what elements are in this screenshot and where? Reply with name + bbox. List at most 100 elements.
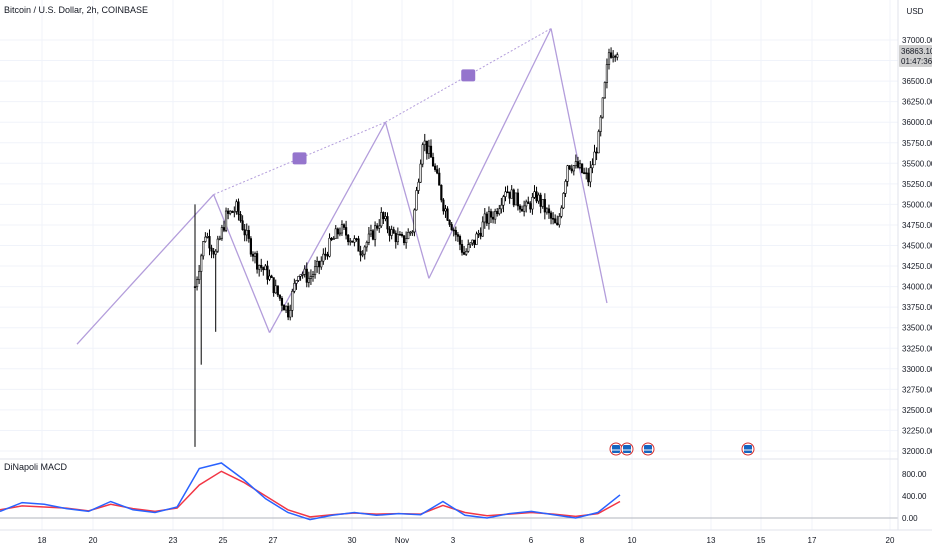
us-flag-icon[interactable] — [620, 442, 634, 456]
candle-body — [392, 229, 395, 234]
currency-button-bg[interactable] — [899, 0, 932, 22]
time-axis[interactable]: 18 20 23 25 27 30 Nov 3 6 8 10 13 15 17 20 — [38, 536, 895, 545]
candle-body — [520, 208, 524, 212]
currency-button[interactable]: USD — [907, 7, 924, 16]
us-flag-icon[interactable] — [741, 442, 755, 456]
candle-body — [243, 229, 246, 236]
candle-body — [516, 192, 520, 207]
candle-body — [568, 165, 571, 170]
pattern-label-badges[interactable] — [292, 69, 476, 165]
time-tick-label: 17 — [808, 536, 817, 545]
candle-body — [336, 228, 339, 235]
time-tick-label: 18 — [38, 536, 47, 545]
candle-body — [419, 163, 422, 183]
candle-body — [342, 224, 346, 228]
candle-body — [222, 227, 226, 231]
candle-body — [473, 239, 476, 245]
candle-body — [345, 227, 348, 236]
candle-body — [481, 221, 484, 237]
us-flag-icon[interactable] — [609, 442, 623, 456]
bar-countdown: 01:47:36 — [901, 57, 932, 66]
candle-body — [411, 231, 414, 234]
candle-body — [537, 194, 540, 202]
candle-body — [276, 285, 279, 296]
candle-body — [405, 238, 408, 244]
candle-body — [216, 238, 219, 252]
candle-body — [322, 253, 325, 262]
candle-body — [264, 265, 267, 271]
candle-body — [361, 253, 364, 256]
candle-body — [612, 55, 615, 58]
economic-event-icons[interactable] — [609, 442, 755, 456]
pattern-leg[interactable] — [268, 121, 387, 333]
candle-body — [365, 242, 368, 248]
candle-body — [272, 277, 275, 294]
time-tick-label: 25 — [219, 536, 228, 545]
pattern-leg[interactable] — [213, 194, 271, 333]
candle-body — [357, 238, 360, 252]
pattern-leg[interactable] — [428, 28, 552, 279]
candle-body — [260, 264, 263, 268]
candlestick-series — [193, 47, 619, 447]
candle-body — [614, 55, 617, 58]
time-tick-label: 20 — [89, 536, 98, 545]
pattern-badge[interactable] — [461, 69, 476, 82]
candle-body — [195, 279, 199, 288]
price-tick-label: 36250.00 — [902, 98, 932, 107]
candle-body — [255, 253, 259, 270]
candle-body — [471, 239, 474, 244]
candle-body — [266, 265, 269, 280]
candle-body — [334, 228, 337, 239]
candle-body — [543, 199, 546, 213]
candle-body — [227, 210, 230, 214]
time-tick-label: 6 — [529, 536, 534, 545]
time-tick-label: 8 — [580, 536, 585, 545]
candle-body — [425, 140, 428, 154]
time-tick-label: 13 — [707, 536, 716, 545]
candle-body — [512, 189, 515, 206]
pattern-leg[interactable] — [384, 122, 430, 279]
macd-tick-label: 800.00 — [902, 470, 927, 479]
price-tick-label: 32500.00 — [902, 406, 932, 415]
time-tick-label: 15 — [757, 536, 766, 545]
pattern-badge[interactable] — [292, 152, 307, 165]
candle-body — [384, 216, 387, 220]
macd-pane[interactable] — [0, 462, 898, 521]
harmonic-pattern-drawing[interactable] — [76, 28, 608, 345]
candle-body — [373, 225, 377, 240]
candle-body — [380, 212, 383, 227]
candle-body — [421, 144, 424, 165]
candle-body — [398, 234, 402, 236]
macd-indicator-label[interactable]: DiNapoli MACD — [4, 462, 68, 472]
candle-body — [214, 250, 217, 255]
pattern-leg[interactable] — [76, 194, 215, 345]
candle-body — [367, 233, 370, 243]
macd-axis[interactable]: 800.00 400.00 0.00 — [902, 470, 927, 523]
price-axis[interactable]: 37000.0036750.0036500.0036250.0036000.00… — [902, 36, 932, 456]
candle-body — [376, 225, 379, 229]
us-flag-icon[interactable] — [641, 442, 655, 456]
candle-body — [529, 203, 532, 210]
time-tick-label: 20 — [886, 536, 895, 545]
candle-body — [452, 229, 455, 232]
candle-body — [514, 192, 517, 206]
candle-body — [450, 224, 453, 231]
candle-body — [328, 237, 331, 257]
candle-body — [434, 165, 437, 170]
candle-body — [318, 260, 321, 268]
candle-body — [233, 211, 236, 213]
candle-body — [523, 205, 526, 212]
candle-body — [305, 268, 308, 283]
candle-body — [340, 224, 344, 234]
candle-body — [274, 285, 277, 294]
price-tick-label: 34000.00 — [902, 283, 932, 292]
candle-body — [545, 208, 548, 213]
symbol-title[interactable]: Bitcoin / U.S. Dollar, 2h, COINBASE — [4, 5, 148, 15]
candle-body — [224, 210, 228, 231]
candle-body — [467, 244, 470, 252]
macd-fast-line — [0, 462, 621, 521]
candle-body — [593, 151, 596, 166]
candle-body — [552, 217, 555, 220]
candle-body — [465, 251, 468, 255]
